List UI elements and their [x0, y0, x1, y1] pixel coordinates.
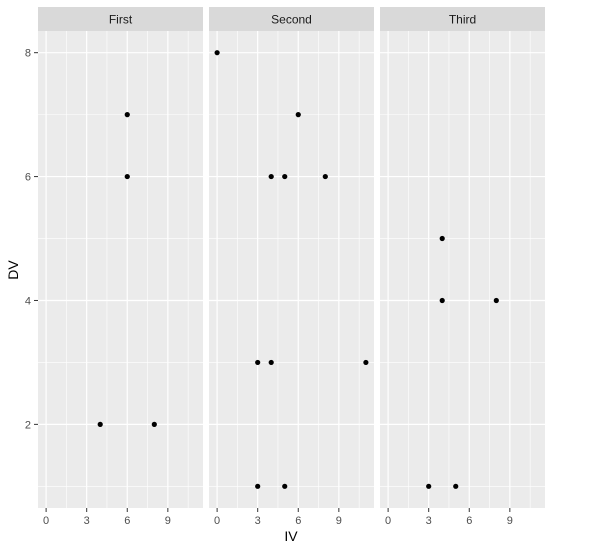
y-tick-label: 2: [25, 419, 31, 431]
data-point: [282, 173, 288, 180]
data-point: [363, 359, 369, 366]
x-tick-label: 6: [124, 515, 130, 527]
panel-background: [209, 31, 374, 508]
x-tick-label: 9: [336, 515, 342, 527]
y-axis-title: DV: [5, 260, 21, 280]
data-point: [124, 112, 130, 118]
data-point: [97, 421, 103, 427]
x-tick-label: 0: [385, 515, 391, 527]
data-point: [282, 483, 288, 489]
data-point: [453, 483, 459, 489]
x-tick-label: 3: [84, 515, 90, 527]
facet-strip-label: Second: [271, 13, 312, 27]
data-point: [439, 235, 445, 242]
data-point: [322, 173, 328, 180]
x-tick-label: 3: [426, 515, 432, 527]
x-tick-label: 9: [507, 515, 513, 527]
data-point: [124, 173, 130, 180]
y-tick-label: 4: [25, 295, 31, 307]
data-point: [295, 112, 301, 118]
facet-strip-label: First: [109, 13, 133, 27]
data-point: [426, 483, 432, 489]
x-tick-label: 3: [255, 515, 261, 527]
x-tick-label: 0: [214, 515, 220, 527]
data-point: [214, 50, 220, 56]
y-tick-label: 6: [25, 172, 31, 184]
data-point: [439, 297, 445, 304]
y-axis: 2 4 6 8: [25, 48, 38, 431]
data-point: [493, 297, 499, 304]
x-tick-label: 6: [466, 515, 472, 527]
x-tick-label: 0: [43, 515, 49, 527]
facet-panels: First 0 3 6 9 Second 0 3 6 9 Third 0 3 6 9: [38, 7, 545, 527]
facet-panel-first: First 0 3 6 9: [38, 7, 203, 527]
panel-background: [380, 31, 545, 508]
x-tick-label: 6: [295, 515, 301, 527]
panel-background: [38, 31, 203, 508]
facet-strip: [38, 7, 203, 31]
data-point: [268, 359, 274, 366]
facet-strip-label: Third: [449, 13, 476, 27]
facet-strip: [209, 7, 374, 31]
y-tick-label: 8: [25, 48, 31, 60]
data-point: [268, 173, 274, 180]
x-axis-title: IV: [284, 528, 298, 544]
data-point: [151, 421, 157, 427]
facet-panel-second: Second 0 3 6 9: [209, 7, 374, 527]
facet-strip: [380, 7, 545, 31]
x-tick-label: 9: [165, 515, 171, 527]
facet-panel-third: Third 0 3 6 9: [380, 7, 545, 527]
data-point: [255, 359, 261, 366]
data-point: [255, 483, 261, 489]
